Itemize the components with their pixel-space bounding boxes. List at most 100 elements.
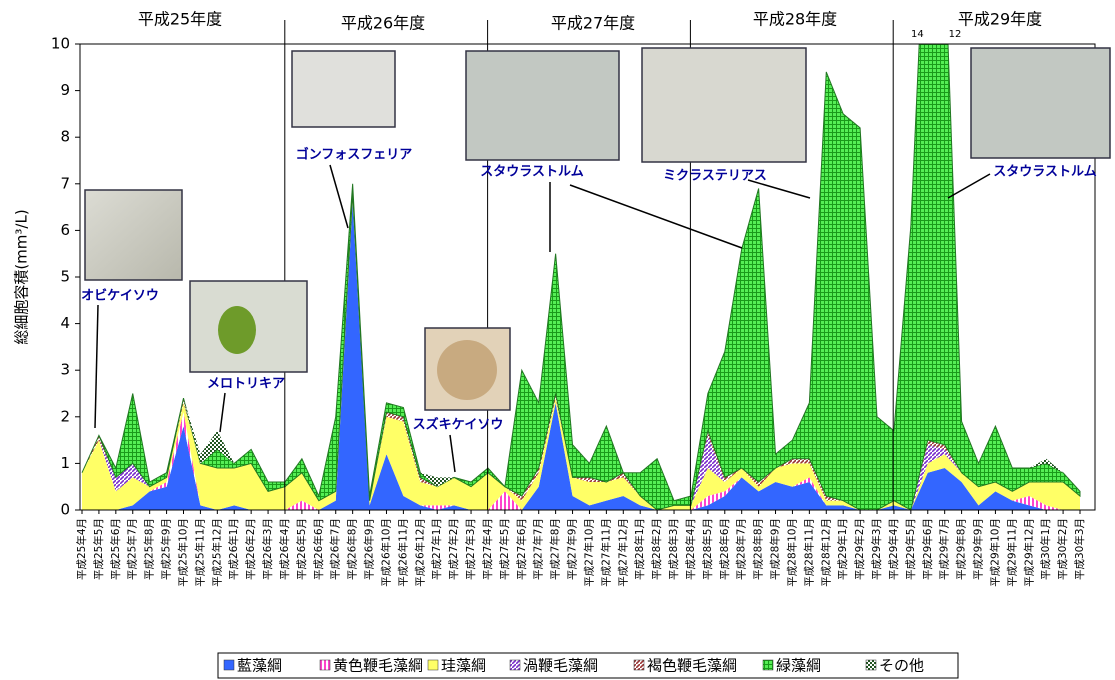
x-tick-label: 平成26年11月 [396,518,409,587]
x-tick-label: 平成27年8月 [549,518,562,580]
x-tick-label: 平成25年7月 [126,518,139,580]
area [81,44,1081,510]
x-tick-label: 平成26年6月 [312,518,325,580]
legend-label: 褐色鞭毛藻綱 [647,657,737,675]
legend-label: 渦鞭毛藻綱 [523,657,598,675]
legend-swatch [427,659,439,671]
fiscal-year: 平成28年度 [753,10,837,29]
y-tick-label: 0 [60,501,70,519]
x-tick-label: 平成28年8月 [752,518,765,580]
photos [84,47,1111,411]
x-tick-label: 平成30年2月 [1056,518,1069,580]
area [82,202,1080,510]
y-tick-label: 2 [60,407,70,425]
x-tick-label: 平成28年6月 [718,518,731,580]
x-tick-label: 平成28年4月 [684,518,697,580]
x-tick-label: 平成30年1月 [1039,518,1052,580]
x-tick-label: 平成27年11月 [599,518,612,587]
x-tick-label: 平成27年5月 [498,518,511,580]
fiscal-year: 平成25年度 [138,10,222,29]
x-tick-label: 平成29年6月 [921,518,934,580]
y-tick-label: 4 [60,314,70,332]
x-tick-label: 平成25年11月 [193,518,206,587]
x-tick-label: 平成26年5月 [295,518,308,580]
x-tick-label: 平成29年1月 [836,518,849,580]
annotation: スタウラストルム [993,165,1096,180]
legend-label: 藍藻綱 [237,657,282,675]
y-tick-label: 8 [60,128,70,146]
legend-swatch [223,659,235,671]
x-tick-label: 平成28年10月 [785,518,798,587]
legend-swatch [865,659,877,671]
x-tick-label: 平成27年2月 [447,518,460,580]
fiscal-year: 平成29年度 [958,10,1042,29]
y-tick-label: 5 [60,268,70,286]
legend-box [217,652,959,679]
x-tick-label: 平成29年8月 [955,518,968,580]
x-tick-label: 平成29年12月 [1022,518,1035,587]
x-tick-label: 平成28年1月 [633,518,646,580]
y-tick-label: 6 [60,221,70,239]
x-tick-label: 平成25年10月 [176,518,189,587]
x-tick-label: 平成28年9月 [769,518,782,580]
arrows [94,164,991,473]
annotation: ミクラステリアス [663,169,767,184]
fiscal-year: 平成27年度 [551,14,635,33]
x-tick-label: 平成26年1月 [227,518,240,580]
x-tick-label: 平成25年4月 [75,518,88,580]
x-tick-label: 平成25年5月 [92,518,105,580]
x-tick-label: 平成26年12月 [413,518,426,587]
x-tick-label: 平成27年9月 [566,518,579,580]
x-tick-label: 平成28年5月 [701,518,714,580]
legend-swatch [319,659,331,671]
y-tick-label: 3 [60,361,70,379]
legend-label: 緑藻綱 [776,657,821,675]
x-tick-label: 平成29年5月 [904,518,917,580]
x-tick-label: 平成29年11月 [1005,518,1018,587]
x-tick-label: 平成28年7月 [735,518,748,580]
legend-label: 黄色鞭毛藻綱 [333,657,423,675]
annotation: オビケイソウ [81,288,159,304]
annotation: スタウラストルム [480,165,583,180]
x-tick-label: 平成26年10月 [379,518,392,587]
legend-swatch [509,659,521,671]
x-tick-label: 平成25年9月 [160,518,173,580]
x-tick-label: 平成25年6月 [109,518,122,580]
x-tick-label: 平成28年2月 [650,518,663,580]
overflow-label: 12 [949,29,962,40]
x-tick-label: 平成28年12月 [819,518,832,587]
x-tick-label: 平成27年6月 [515,518,528,580]
legend-swatch [633,659,645,671]
x-tick-label: 平成29年7月 [938,518,951,580]
x-tick-label: 平成25年8月 [143,518,156,580]
annotation: メロトリキア [207,377,285,392]
fiscal-year: 平成26年度 [341,14,425,33]
x-tick-label: 平成25年12月 [210,518,223,587]
x-tick-label: 平成29年4月 [887,518,900,580]
x-tick-label: 平成29年9月 [972,518,985,580]
x-tick-label: 平成27年3月 [464,518,477,580]
legend-label: 珪藻綱 [441,657,486,675]
x-tick-label: 平成26年8月 [346,518,359,580]
x-tick-label: 平成29年2月 [853,518,866,580]
x-tick-label: 平成26年4月 [278,518,291,580]
annotation: スズキケイソウ [413,417,504,433]
x-tick-label: 平成27年10月 [582,518,595,587]
legend-label: その他 [879,657,924,675]
x-tick-label: 平成26年3月 [261,518,274,580]
x-tick-label: 平成28年11月 [802,518,815,587]
y-axis-label: 総細胞容積(mm³/L) [13,209,31,344]
annotation: ゴンフォスフェリア [296,147,413,163]
x-tick-label: 平成27年7月 [532,518,545,580]
x-tick-label: 平成26年7月 [329,518,342,580]
x-tick-label: 平成26年2月 [244,518,257,580]
x-tick-label: 平成29年10月 [988,518,1001,587]
x-tick-label: 平成27年4月 [481,518,494,580]
legend-swatch [762,659,774,671]
x-tick-label: 平成27年1月 [430,518,443,580]
x-tick-label: 平成30年3月 [1073,518,1086,580]
x-tick-label: 平成27年12月 [616,518,629,587]
x-tick-label: 平成28年3月 [667,518,680,580]
